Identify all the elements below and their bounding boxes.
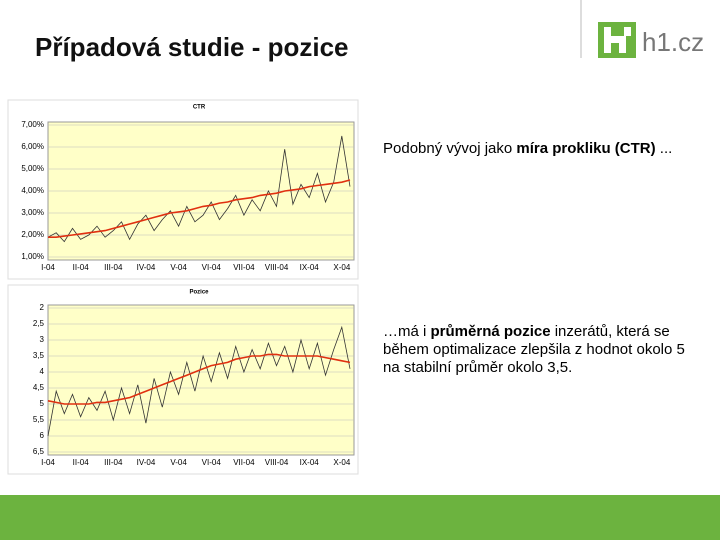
bold-text: míra prokliku (CTR) bbox=[516, 140, 656, 157]
charts: h1.cz CTR 1,00% 2,00% 3,00% 4,00% 5,00% 6,00% 7… bbox=[7, 0, 704, 475]
text: ... bbox=[655, 140, 673, 157]
y-tick-label: 5 bbox=[40, 399, 45, 408]
y-tick-label: 1,00% bbox=[21, 252, 44, 261]
footer-bar bbox=[0, 495, 720, 540]
y-tick-label: 3,00% bbox=[21, 208, 44, 217]
chart-title: CTR bbox=[193, 105, 206, 111]
x-tick-label: III-04 bbox=[104, 458, 123, 467]
plot-area bbox=[47, 304, 355, 456]
x-tick-label: IX-04 bbox=[300, 458, 320, 467]
x-tick-label: II-04 bbox=[73, 263, 90, 272]
x-tick-label: II-04 bbox=[73, 458, 90, 467]
y-tick-label: 3,5 bbox=[33, 351, 45, 360]
data-line bbox=[48, 179, 351, 238]
bold-text: průměrná pozice bbox=[430, 323, 551, 340]
data-line bbox=[47, 353, 351, 405]
logo-icon bbox=[598, 22, 636, 58]
y-tick-label: 3 bbox=[40, 335, 45, 344]
x-tick-label: X-04 bbox=[333, 263, 350, 272]
x-tick-label: V-04 bbox=[170, 263, 187, 272]
x-tick-label: I-04 bbox=[41, 263, 55, 272]
y-tick-label: 2,00% bbox=[21, 230, 44, 239]
text: …má i bbox=[383, 323, 431, 340]
x-tick-label: IV-04 bbox=[137, 263, 156, 272]
y-tick-label: 2 bbox=[40, 303, 45, 312]
paragraph: Podobný vývoj jako míra prokliku (CTR) .… bbox=[383, 140, 703, 158]
y-tick-label: 6,5 bbox=[33, 447, 45, 456]
text: Podobný vývoj jako bbox=[383, 140, 517, 157]
x-tick-label: X-04 bbox=[333, 458, 350, 467]
x-tick-label: III-04 bbox=[104, 263, 123, 272]
y-tick-label: 4 bbox=[40, 367, 45, 376]
x-tick-label: IX-04 bbox=[300, 263, 320, 272]
x-tick-label: VII-04 bbox=[233, 458, 255, 467]
chart-title: Pozice bbox=[189, 290, 209, 296]
y-tick-label: 4,00% bbox=[21, 186, 44, 195]
x-tick-label: VIII-04 bbox=[265, 458, 289, 467]
x-tick-label: I-04 bbox=[41, 458, 55, 467]
y-tick-label: 6,00% bbox=[21, 142, 44, 151]
y-tick-label: 4,5 bbox=[33, 383, 45, 392]
slide-title: Případová studie - pozice bbox=[35, 32, 349, 62]
x-tick-label: VII-04 bbox=[233, 263, 255, 272]
y-tick-label: 7,00% bbox=[21, 120, 44, 129]
data-line bbox=[47, 135, 351, 243]
x-tick-label: V-04 bbox=[170, 458, 187, 467]
y-tick-label: 6 bbox=[40, 431, 45, 440]
x-tick-label: VI-04 bbox=[202, 458, 222, 467]
y-tick-label: 5,00% bbox=[21, 164, 44, 173]
data-line bbox=[47, 325, 351, 437]
x-tick-label: VIII-04 bbox=[265, 263, 289, 272]
text: inzerátů, která se během optimalizace zl… bbox=[383, 323, 685, 376]
y-tick-label: 5,5 bbox=[33, 415, 45, 424]
y-tick-label: 2,5 bbox=[33, 319, 45, 328]
x-tick-label: IV-04 bbox=[137, 458, 156, 467]
paragraph: …má i průměrná pozice inzerátů, která se… bbox=[383, 323, 703, 377]
x-tick-label: VI-04 bbox=[202, 263, 222, 272]
logo-text: h1.cz bbox=[642, 27, 704, 57]
